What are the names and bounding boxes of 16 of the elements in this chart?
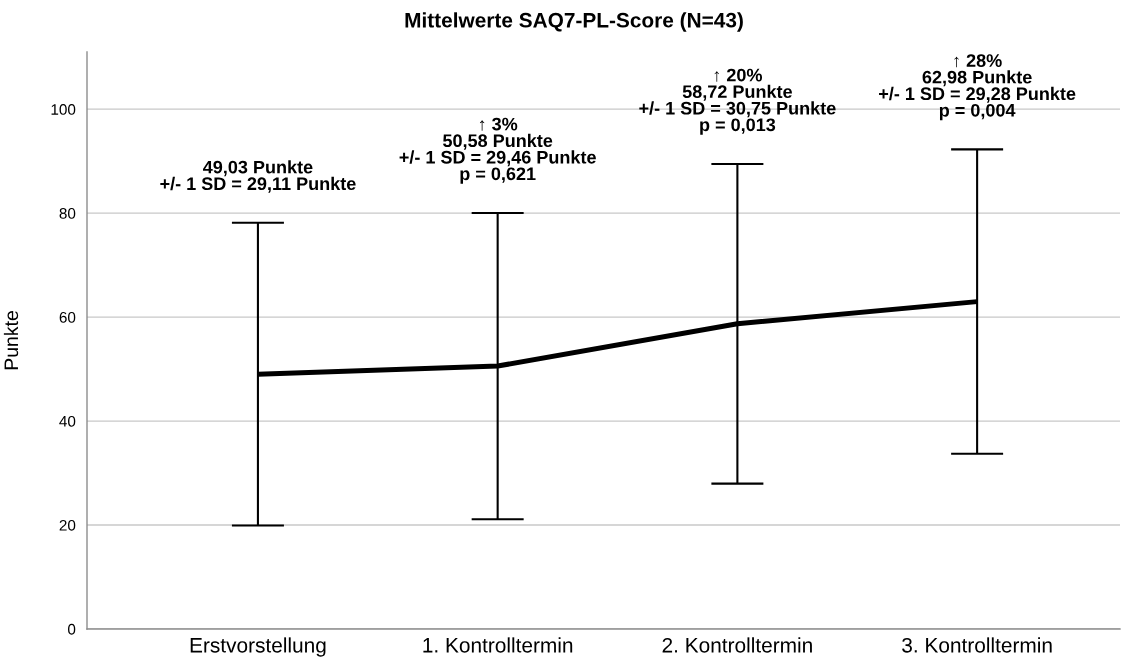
x-tick-label: 3. Kontrolltermin bbox=[902, 637, 1052, 653]
y-tick-label: 40 bbox=[59, 415, 76, 427]
y-tick-label: 80 bbox=[59, 208, 76, 219]
annotation: ↑ 28% 62,98 Punkte +/- 1 SD = 29,28 Punkte p = 0,004 bbox=[879, 54, 1076, 121]
y-tick-label: 0 bbox=[67, 623, 76, 635]
y-axis-title: Punkte bbox=[3, 311, 19, 370]
y-tick-label: 100 bbox=[51, 104, 76, 115]
annotation: ↑ 3% 50,58 Punkte +/- 1 SD = 29,46 Punkte p = 0,621 bbox=[399, 117, 596, 184]
chart-title: Mittelwerte SAQ7-PL-Score (N=43) bbox=[405, 12, 743, 32]
annotation: ↑ 20% 58,72 Punkte +/- 1 SD = 30,75 Punkte p = 0,013 bbox=[639, 68, 836, 135]
x-tick-label: 1. Kontrolltermin bbox=[423, 637, 573, 653]
y-tick-label: 20 bbox=[59, 519, 76, 531]
x-tick-label: Erstvorstellung bbox=[190, 637, 326, 657]
annotation: 49,03 Punkte +/- 1 SD = 29,11 Punkte bbox=[160, 160, 356, 193]
x-tick-label: 2. Kontrolltermin bbox=[662, 637, 812, 653]
y-tick-label: 60 bbox=[59, 311, 76, 323]
